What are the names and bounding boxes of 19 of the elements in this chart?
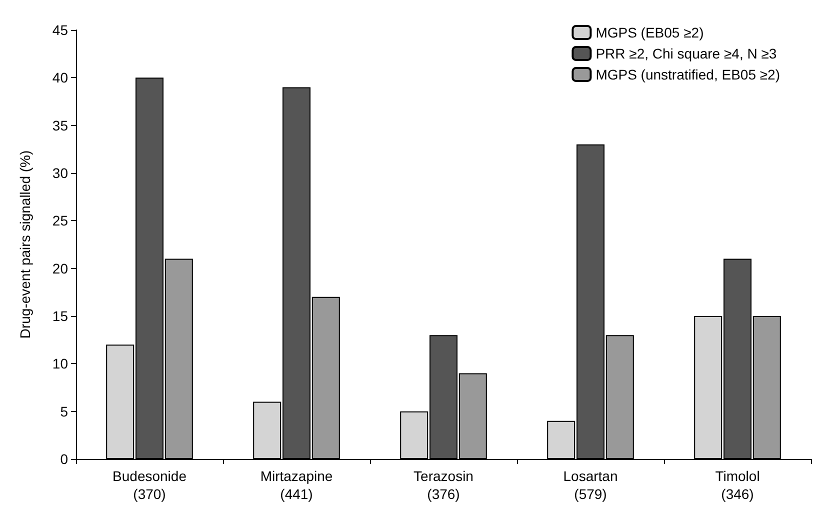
y-tick-label: 30 bbox=[52, 165, 68, 181]
y-tick-label: 15 bbox=[52, 308, 68, 324]
x-tick-label: Budesonide (370) bbox=[112, 468, 187, 502]
x-tick-label: Terazosin (376) bbox=[414, 468, 474, 502]
y-tick-label: 20 bbox=[52, 260, 68, 276]
legend-label: MGPS (EB05 ≥2) bbox=[596, 24, 704, 40]
y-tick-label: 40 bbox=[52, 70, 68, 86]
y-tick-label: 5 bbox=[60, 403, 68, 420]
y-axis-title: Drug-event pairs signalled (%) bbox=[17, 150, 33, 339]
y-tick-label: 10 bbox=[52, 356, 68, 372]
y-tick-label: 25 bbox=[52, 212, 68, 229]
legend-label: PRR ≥2, Chi square ≥4, N ≥3 bbox=[596, 46, 777, 62]
x-tick-label: Mirtazapine (441) bbox=[260, 468, 333, 502]
x-tick-label: Timolol (346) bbox=[715, 468, 760, 502]
y-tick-label: 0 bbox=[60, 451, 68, 467]
y-tick-label: 45 bbox=[52, 22, 68, 38]
x-tick-label: Losartan (579) bbox=[563, 468, 618, 502]
y-tick-label: 35 bbox=[52, 117, 68, 134]
legend-label: MGPS (unstratified, EB05 ≥2) bbox=[596, 66, 780, 82]
